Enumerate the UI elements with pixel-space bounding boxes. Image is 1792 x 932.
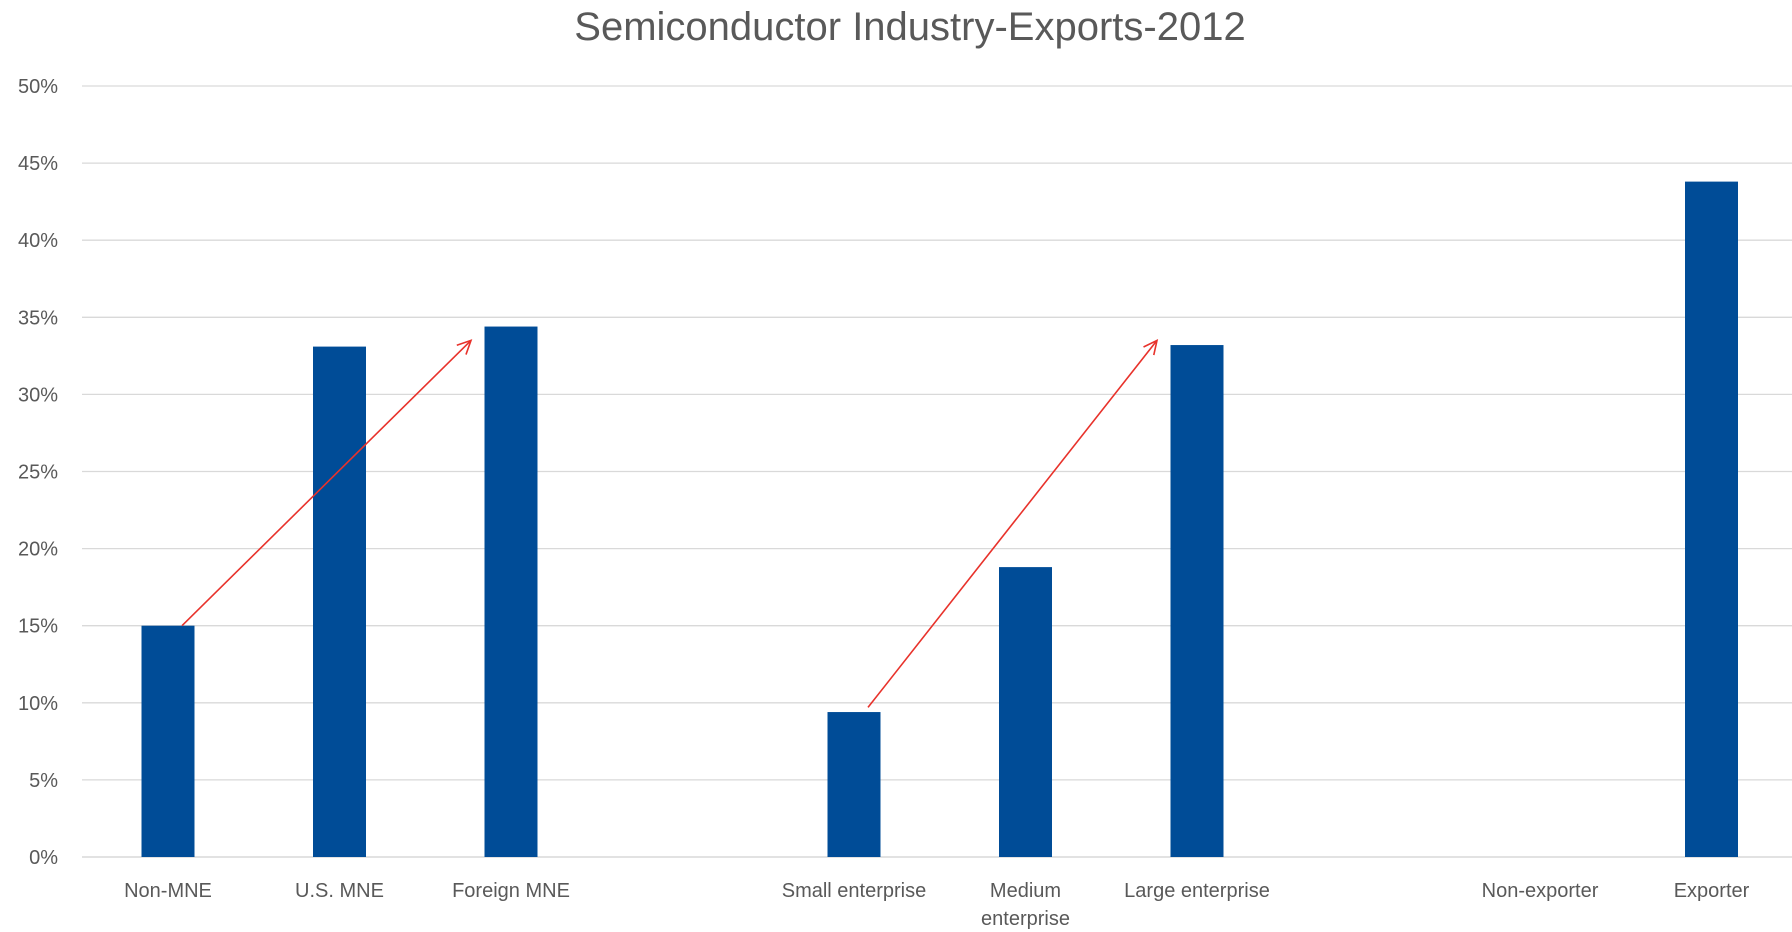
bar xyxy=(313,346,366,857)
y-tick-label: 45% xyxy=(18,153,58,175)
x-tick-label: Medium xyxy=(990,880,1061,902)
gridlines xyxy=(82,85,1792,858)
y-tick-label: 35% xyxy=(18,307,58,329)
trend-arrow-line xyxy=(181,339,472,627)
x-tick-label: enterprise xyxy=(981,908,1070,930)
bar xyxy=(827,712,881,857)
y-tick-label: 40% xyxy=(18,230,58,252)
trend-arrow-head xyxy=(1143,338,1159,356)
trend-arrow-head xyxy=(456,339,473,355)
trend-arrow xyxy=(181,339,473,627)
bar xyxy=(999,567,1052,857)
y-tick-label: 30% xyxy=(18,384,58,406)
y-tick-label: 50% xyxy=(18,76,58,98)
y-tick-label: 20% xyxy=(18,539,58,561)
y-tick-label: 25% xyxy=(18,462,58,484)
bars xyxy=(141,181,1738,857)
y-tick-label: 0% xyxy=(29,847,58,869)
bar xyxy=(141,625,195,857)
x-axis-category-labels: Non-MNE U.S. MNE Foreign MNE Small enterpri… xyxy=(124,880,1750,930)
x-tick-label: Large enterprise xyxy=(1124,880,1270,902)
trend-arrow-line xyxy=(867,339,1158,708)
x-tick-label: Non-exporter xyxy=(1482,880,1599,902)
chart-title: Semiconductor Industry-Exports-2012 xyxy=(574,5,1245,49)
bar xyxy=(1685,181,1738,857)
y-axis-tick-labels: 0% 5% 10% 15% 20% 25% 30% 35% 40% 45% 50% xyxy=(18,76,58,869)
x-tick-label: Non-MNE xyxy=(124,880,212,902)
x-tick-label: Foreign MNE xyxy=(452,880,570,902)
x-tick-label: Small enterprise xyxy=(782,880,927,902)
trend-arrows xyxy=(181,338,1159,708)
y-tick-label: 15% xyxy=(18,616,58,638)
y-tick-label: 10% xyxy=(18,693,58,715)
x-tick-label: U.S. MNE xyxy=(295,880,384,902)
bar xyxy=(484,326,538,857)
y-tick-label: 5% xyxy=(29,770,58,792)
trend-arrow xyxy=(867,338,1159,708)
x-tick-label: Exporter xyxy=(1674,880,1750,902)
bar xyxy=(1170,345,1224,857)
